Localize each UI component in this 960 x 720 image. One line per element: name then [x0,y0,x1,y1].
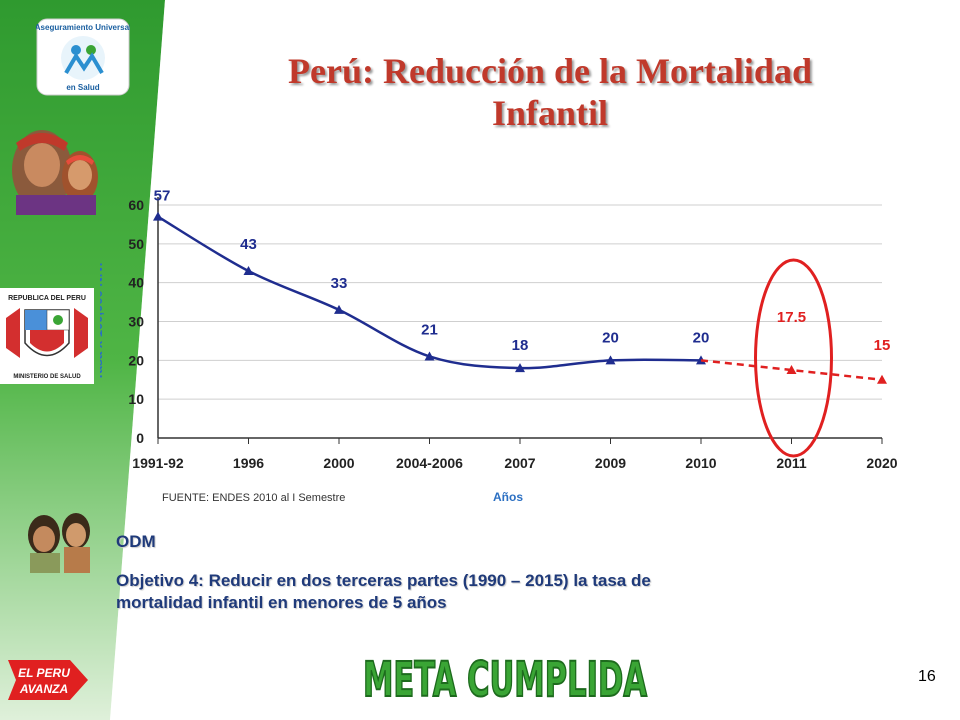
x-tick-label: 2010 [685,455,716,471]
title-line-2: Infantil [491,93,609,133]
chart-series [153,211,887,458]
logo-text-bottom: en Salud [66,83,99,92]
y-tick-label: 20 [128,352,144,368]
chart-labels: 57 43 33 21 18 20 20 17.5 15 [154,188,891,354]
data-label: 21 [421,321,438,338]
x-tick-label: 2007 [504,455,535,471]
badge-text-line1: EL PERU [18,666,70,680]
x-tick-label: 1991-92 [132,455,184,471]
y-tick-label: 10 [128,391,144,407]
x-tick-label: 2020 [866,455,897,471]
data-label: 57 [154,188,171,205]
x-tick-label: 2009 [595,455,626,471]
data-point-actual [334,304,344,314]
crest-text-bottom: MINISTERIO DE SALUD [13,374,81,380]
data-label: 18 [512,337,529,354]
data-point-actual [696,355,706,365]
data-point-actual [424,351,435,361]
el-peru-avanza-badge: EL PERU AVANZA [8,660,88,700]
objective-line-2: mortalidad infantil en menores de 5 años [116,593,447,612]
chart-gridlines [158,204,882,400]
chart-axes: 0 10 20 30 40 50 60 1991-92 1996 2000 2004-2006 200… [100,197,898,504]
data-label: 20 [602,329,619,346]
title-line-1: Perú: Reducción de la Mortalidad [288,51,812,91]
data-label: 15 [874,337,891,354]
data-point-projection [786,365,797,375]
page-number: 16 [918,668,936,685]
mother-child-photo [12,130,98,215]
source-note: FUENTE: ENDES 2010 al I Semestre [162,492,345,504]
y-tick-label: 0 [136,430,144,446]
data-point-actual [605,355,616,365]
objective-text: Objetivo 4: Reducir en dos terceras part… [116,570,816,614]
data-point-projection [877,374,887,384]
children-photo [28,513,90,573]
logo-text-top: Aseguramiento Universal [36,23,130,32]
y-tick-label: 40 [128,275,144,291]
crest-text-top: REPUBLICA DEL PERU [8,295,86,302]
data-point-actual [243,266,254,276]
x-tick-label: 2004-2006 [396,455,463,471]
data-label: 43 [240,236,257,253]
slide-title: Perú: Reducción de la Mortalidad Infanti… [190,50,910,134]
peru-crest: REPUBLICA DEL PERU MINISTERIO DE SALUD [0,288,94,384]
x-tick-label: 2000 [323,455,354,471]
x-tick-label: 2011 [776,455,807,471]
meta-cumplida-stamp: META CUMPLIDA [362,651,648,706]
x-tick-label: 1996 [233,455,264,471]
objective-line-1: Objetivo 4: Reducir en dos terceras part… [116,571,651,590]
data-label: 17.5 [777,309,806,326]
x-axis-title: Años [493,490,523,504]
meta-cumplida-text: META CUMPLIDA [363,652,647,706]
data-point-actual [515,363,525,373]
y-axis-title: Tasa x 100,000 N.V. [100,263,105,381]
y-tick-label: 30 [128,314,144,330]
highlight-ellipse [754,258,833,458]
y-tick-label: 50 [128,236,144,252]
badge-text-line2: AVANZA [19,682,68,696]
y-tick-label: 60 [128,197,144,213]
data-label: 20 [693,329,710,346]
series-line-projection [700,359,883,381]
data-point-actual [153,211,163,221]
odm-heading: ODM [116,532,156,551]
data-label: 33 [331,275,348,292]
infant-mortality-chart: 0 10 20 30 40 50 60 1991-92 1996 2000 2004-2006 200… [100,188,898,504]
aseguramiento-logo: Aseguramiento Universal en Salud [36,18,130,96]
